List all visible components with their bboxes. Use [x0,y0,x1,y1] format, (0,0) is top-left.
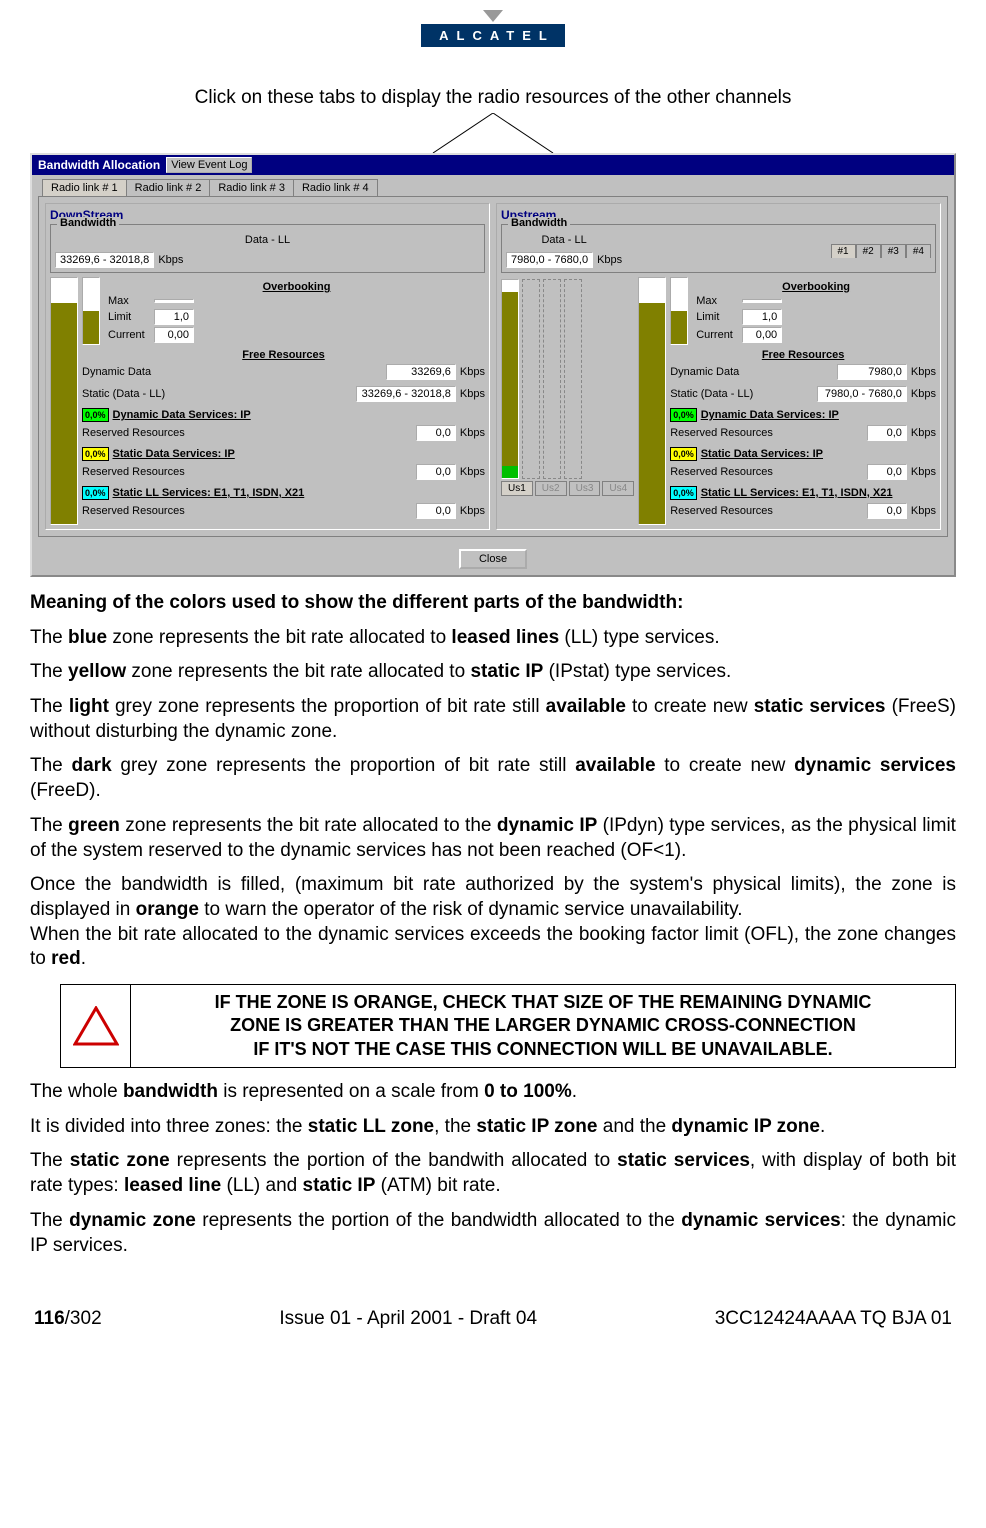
us-data-ll-label: Data - LL [506,234,622,246]
us-svc2-badge: 0,0% [670,486,697,500]
footer-center: Issue 01 - April 2001 - Draft 04 [279,1308,537,1330]
callout-leader-lines [30,113,956,153]
us-label-4[interactable]: Us4 [602,481,634,496]
p-orange-red: Once the bandwidth is filled, (maximum b… [30,873,956,972]
p-zones: It is divided into three zones: the stat… [30,1115,956,1140]
heading-meaning: Meaning of the colors used to show the d… [30,591,956,616]
radio-link-tabs: Radio link # 1 Radio link # 2 Radio link… [42,179,954,196]
ds-free-title: Free Resources [82,349,485,361]
ds-ovb-current: 0,00 [154,327,194,343]
ds-svc0-badge: 0,0% [82,408,109,422]
logo-triangle-icon [483,10,503,22]
us-bar-seg-0 [639,278,665,303]
us-bandwidth-bar [638,277,666,525]
warning-icon [61,985,131,1067]
tab-radio-link-1[interactable]: Radio link # 1 [42,179,127,196]
us-overbooking-title: Overbooking [696,281,936,293]
ds-svc0-val: 0,0 [416,425,456,441]
us-bar-seg-1 [639,303,665,524]
downstream-panel: DownStream Bandwidth Data - LL 33269,6 -… [45,203,490,530]
warning-box: IF THE ZONE IS ORANGE, CHECK THAT SIZE O… [60,984,956,1068]
ds-svc2-badge: 0,0% [82,486,109,500]
us-ovb-limit: 1,0 [742,309,782,325]
upstream-bandwidth-group: Bandwidth Data - LL 7980,0 - 7680,0 Kbps… [501,224,936,273]
ds-overbooking-swatch [82,277,100,345]
p-dark: The dark grey zone represents the propor… [30,754,956,803]
callout-text: Click on these tabs to display the radio… [30,87,956,109]
ds-ovb-limit: 1,0 [154,309,194,325]
document-body: Meaning of the colors used to show the d… [30,591,956,1258]
upstream-panel: Upstream Bandwidth Data - LL 7980,0 - 76… [496,203,941,530]
downstream-bandwidth-group: Bandwidth Data - LL 33269,6 - 32018,8 Kb… [50,224,485,273]
p-blue: The blue zone represents the bit rate al… [30,626,956,651]
us-free-title: Free Resources [670,349,936,361]
ds-svc2-val: 0,0 [416,503,456,519]
us-svc2-val: 0,0 [867,503,907,519]
ds-svc1-badge: 0,0% [82,447,109,461]
us-label-2[interactable]: Us2 [535,481,567,496]
close-button[interactable]: Close [459,549,527,569]
tab-radio-link-3[interactable]: Radio link # 3 [209,179,294,196]
p-scale: The whole bandwidth is represented on a … [30,1080,956,1105]
ds-ovb-max [154,299,194,303]
ds-bandwidth-bar [50,277,78,525]
us-svc0-val: 0,0 [867,425,907,441]
tab-radio-link-2[interactable]: Radio link # 2 [126,179,211,196]
p-green: The green zone represents the bit rate a… [30,814,956,863]
p-dynamic: The dynamic zone represents the portion … [30,1209,956,1258]
us-label-3[interactable]: Us3 [569,481,601,496]
p-yellow: The yellow zone represents the bit rate … [30,660,956,685]
us-svc1-val: 0,0 [867,464,907,480]
footer-right: 3CC12424AAAA TQ BJA 01 [715,1308,952,1330]
window-title: Bandwidth Allocation [38,158,160,172]
us-overbooking-swatch [670,277,688,345]
us-mini-bars: Us1 Us2 Us3 Us4 [501,277,634,525]
us-svc1-badge: 0,0% [670,447,697,461]
tab-radio-link-4[interactable]: Radio link # 4 [293,179,378,196]
us-free-dyn: 7980,0 [837,364,907,380]
p-light: The light grey zone represents the propo… [30,695,956,744]
upstream-hash-tabs: #1 #2 #3 #4 [831,244,932,258]
us-free-static: 7980,0 - 7680,0 [817,386,907,402]
us-bar-3 [543,279,561,479]
ds-overbooking-title: Overbooking [108,281,485,293]
us-svc0-badge: 0,0% [670,408,697,422]
view-event-log-button[interactable]: View Event Log [166,157,252,173]
ds-data-ll-value: 33269,6 - 32018,8 [55,252,154,268]
logo-text: ALCATEL [421,24,565,47]
page-number: 116 [34,1308,65,1329]
us-data-ll-value: 7980,0 - 7680,0 [506,252,593,268]
us-label-1[interactable]: Us1 [501,481,533,496]
logo: ALCATEL [30,10,956,47]
hash-tab-1[interactable]: #1 [831,244,856,258]
us-bar-4 [564,279,582,479]
us-ovb-max [742,299,782,303]
us-services: 0,0%Dynamic Data Services: IP Reserved R… [670,408,936,519]
titlebar: Bandwidth Allocation View Event Log [32,155,954,175]
bandwidth-window: Bandwidth Allocation View Event Log Radi… [30,153,956,577]
ds-free-dyn: 33269,6 [386,364,456,380]
page-footer: 116/302 Issue 01 - April 2001 - Draft 04… [30,1308,956,1330]
ds-data-ll-label: Data - LL [55,234,480,246]
ds-services: 0,0%Dynamic Data Services: IP Reserved R… [82,408,485,519]
hash-tab-4[interactable]: #4 [906,244,931,258]
us-bar-1 [501,279,519,479]
ds-svc1-val: 0,0 [416,464,456,480]
ds-bar-seg-0 [51,278,77,303]
hash-tab-2[interactable]: #2 [856,244,881,258]
hash-tab-3[interactable]: #3 [881,244,906,258]
ds-free-static: 33269,6 - 32018,8 [356,386,456,402]
us-bar-2 [522,279,540,479]
ds-bar-seg-1 [51,303,77,524]
p-static: The static zone represents the portion o… [30,1149,956,1198]
us-ovb-current: 0,00 [742,327,782,343]
